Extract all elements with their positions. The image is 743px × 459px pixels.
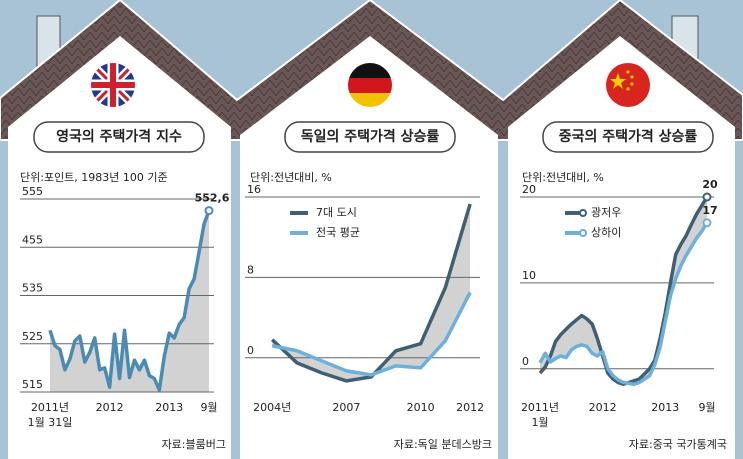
x-tick-label: 9월	[200, 401, 217, 414]
germany-flag	[348, 63, 392, 107]
legend-label: 광저우	[591, 206, 621, 219]
unit-label: 단위:전년대비, %	[250, 171, 332, 184]
series-line	[271, 291, 472, 377]
x-tick-label: 2012	[96, 401, 124, 414]
end-marker	[702, 218, 712, 228]
source: 자료:블룸버그	[162, 438, 226, 451]
title-box	[542, 121, 714, 153]
value-label: 552,6	[195, 192, 230, 205]
area-fill	[540, 197, 707, 385]
y-tick-label: 8	[247, 263, 254, 276]
y-tick-label: 455	[22, 233, 43, 246]
legend-label: 상하이	[591, 225, 621, 239]
title-box	[284, 121, 456, 153]
legend-label: 전국 평균	[316, 226, 360, 239]
x-tick-label: 2004년	[253, 401, 291, 414]
x-tick-label: 9월	[698, 401, 715, 414]
y-tick-label: 0	[522, 355, 529, 368]
x-tick-label: 2011년 1월 31일	[28, 401, 73, 429]
source: 자료:중국 국가통계국	[629, 438, 727, 451]
value-label: 20	[702, 178, 718, 191]
y-tick-label: 525	[22, 330, 43, 343]
y-tick-label: 535	[22, 282, 43, 295]
source: 자료:독일 분데스방크	[394, 437, 492, 451]
unit-label: 단위:전년대비, %	[522, 171, 604, 184]
y-tick-label: 20	[522, 183, 536, 196]
x-tick-label: 2013	[651, 401, 679, 414]
end-marker	[702, 192, 712, 202]
end-marker	[204, 206, 214, 216]
x-tick-label: 2013	[155, 401, 183, 414]
area-fill	[50, 210, 209, 392]
title-box	[33, 121, 205, 153]
uk-flag	[91, 63, 135, 107]
chart-title: 독일의 주택가격 상승률	[301, 128, 440, 145]
value-label: 17	[702, 204, 717, 217]
series-line	[48, 209, 211, 392]
china-flag	[606, 63, 650, 107]
x-tick-label: 2010	[407, 401, 435, 414]
y-tick-label: 0	[247, 344, 254, 357]
y-tick-label: 555	[22, 185, 43, 198]
y-tick-label: 515	[22, 378, 43, 391]
x-tick-label: 2007	[332, 401, 360, 414]
y-tick-label: 10	[522, 269, 536, 282]
y-tick-label: 16	[247, 183, 261, 196]
x-tick-label: 2012	[589, 401, 617, 414]
legend-label: 7대 도시	[316, 206, 357, 219]
series-line	[271, 203, 472, 383]
x-tick-label: 2011년 1월	[521, 401, 559, 429]
unit-label: 단위:포인트, 1983년 100 기준	[20, 171, 168, 184]
legend-marker	[579, 209, 587, 217]
chart-title: 중국의 주택가격 상승률	[559, 128, 698, 145]
chart-title: 영국의 주택가격 지수	[56, 128, 182, 145]
legend-marker	[579, 229, 587, 237]
series-line	[538, 221, 709, 387]
x-tick-label: 2012	[456, 401, 484, 414]
